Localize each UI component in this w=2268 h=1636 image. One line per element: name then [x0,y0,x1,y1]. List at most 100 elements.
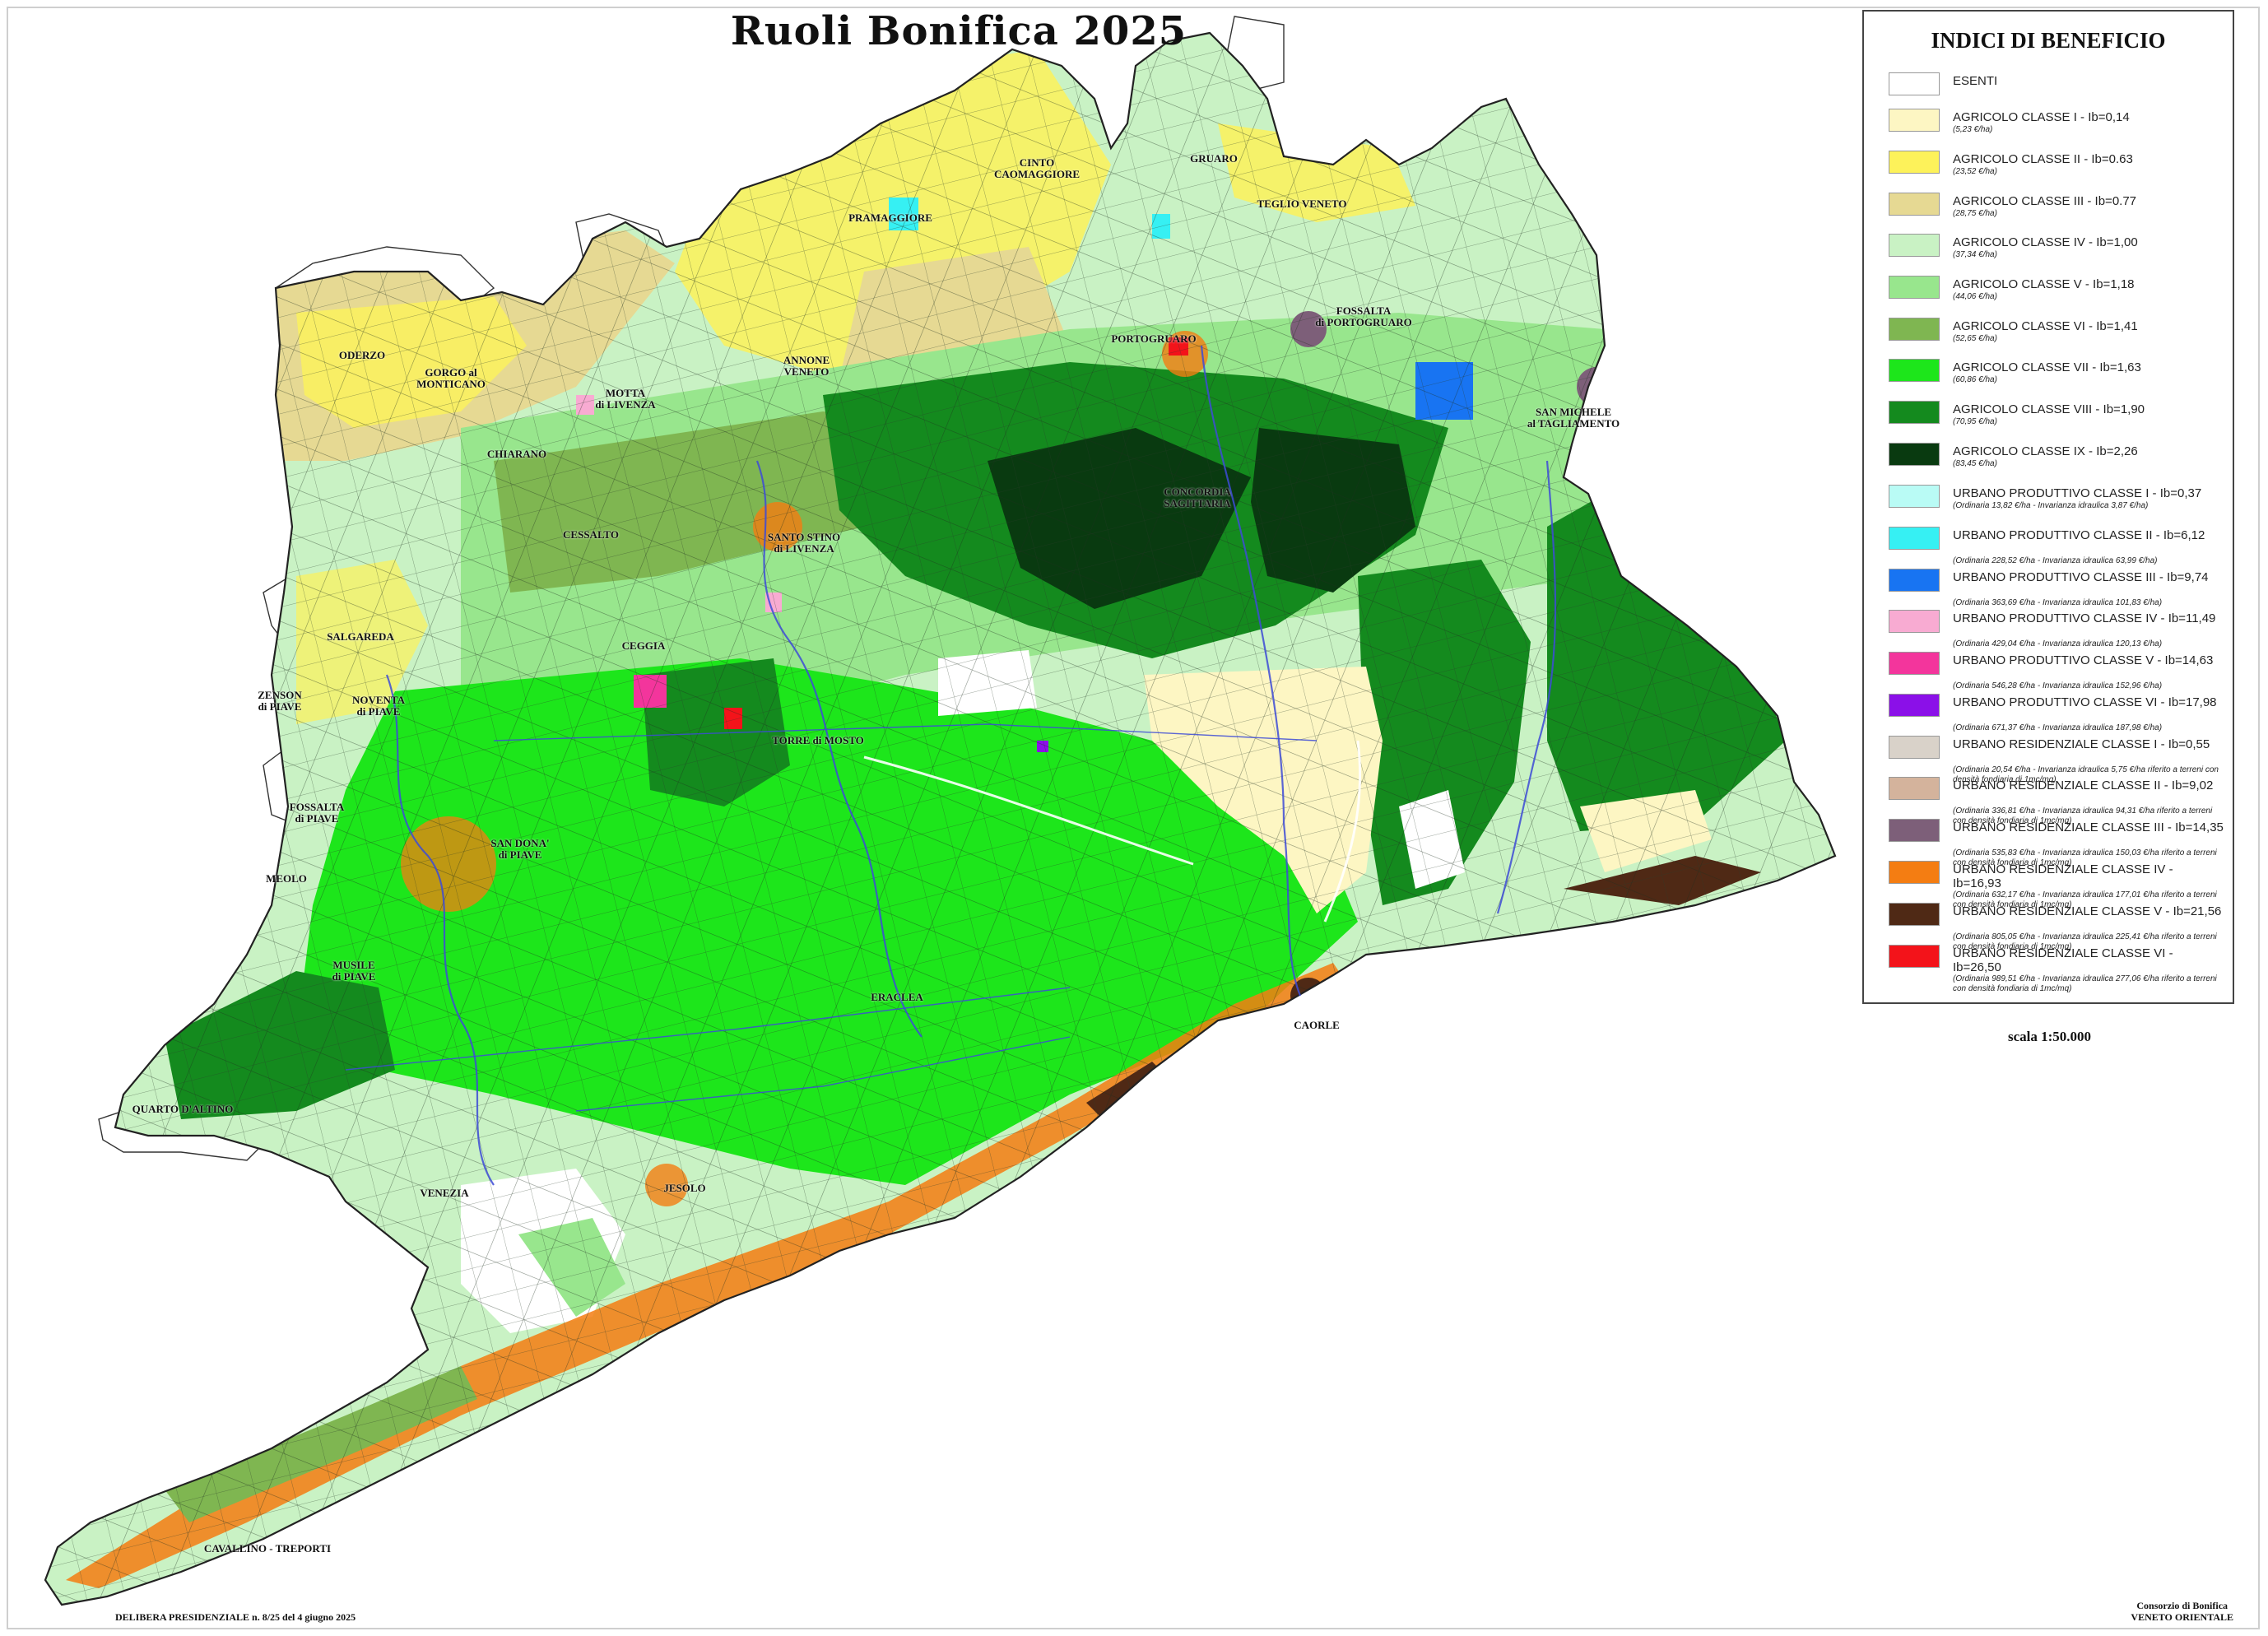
place-label-gorgo: GORGO al MONTICANO [416,366,486,390]
legend-swatch [1889,777,1940,800]
place-label-venezia: VENEZIA [420,1187,469,1199]
consorzio-credit: Consorzio di Bonifica VENETO ORIENTALE [2131,1600,2233,1623]
legend-swatch [1889,276,1940,299]
page-frame [7,7,2260,1629]
place-label-cinto: CINTO CAOMAGGIORE [994,156,1080,180]
legend-note: (Ordinaria 13,82 €/ha - Invarianza idrau… [1953,501,2149,510]
legend-note: (52,65 €/ha) [1953,334,1997,343]
place-label-eraclea: ERACLEA [871,991,923,1003]
legend-swatch [1889,903,1940,926]
place-label-san-dona: SAN DONA' di PIAVE [490,837,550,861]
legend-swatch [1889,527,1940,550]
legend-swatch [1889,151,1940,174]
place-label-portogruaro: PORTOGRUARO [1111,332,1197,345]
legend-swatch [1889,694,1940,717]
consorzio-line-1: Consorzio di Bonifica [2136,1600,2228,1611]
legend-swatch [1889,485,1940,508]
legend-label: AGRICOLO CLASSE III - Ib=0.77 [1953,194,2137,208]
legend-note: (Ordinaria 546,28 €/ha - Invarianza idra… [1953,681,2163,690]
legend-note: (Ordinaria 336,81 €/ha - Invarianza idra… [1953,806,2213,825]
legend-label: URBANO RESIDENZIALE CLASSE II - Ib=9,02 [1953,778,2214,792]
legend-label: URBANO RESIDENZIALE CLASSE V - Ib=21,56 [1953,904,2222,918]
place-label-noventa: NOVENTA di PIAVE [351,694,406,718]
place-label-zenson: ZENSON di PIAVE [258,689,302,713]
legend-note: (37,34 €/ha) [1953,250,1997,259]
place-label-torre-mosto: TORRE di MOSTO [772,734,864,746]
legend-note: (60,86 €/ha) [1953,375,1997,384]
place-label-fossalta-portogruaro: FOSSALTA di PORTOGRUARO [1315,304,1412,328]
legend-swatch [1889,401,1940,424]
legend-swatch [1889,652,1940,675]
place-label-meolo: MEOLO [266,872,307,885]
legend-note: (44,06 €/ha) [1953,292,1997,301]
legend-swatch [1889,861,1940,884]
scale-text: scala 1:50.000 [2008,1029,2092,1044]
place-label-fossalta-piave: FOSSALTA di PIAVE [289,801,345,825]
legend-label: URBANO RESIDENZIALE CLASSE VI - Ib=26,50 [1953,946,2173,974]
map-title: Ruoli Bonifica 2025 [730,8,1187,54]
legend-note: (5,23 €/ha) [1953,125,1993,134]
legend-label: AGRICOLO CLASSE II - Ib=0.63 [1953,152,2133,166]
legend-label: AGRICOLO CLASSE VIII - Ib=1,90 [1953,402,2145,416]
legend-note: (28,75 €/ha) [1953,209,1997,218]
legend-panel: INDICI DI BENEFICIO ESENTI AGRICOLO CLASS… [1862,10,2234,1004]
legend-note: (Ordinaria 632,17 €/ha - Invarianza idra… [1953,890,2217,909]
legend-label: AGRICOLO CLASSE IV - Ib=1,00 [1953,235,2138,249]
legend-swatch [1889,569,1940,592]
place-label-caorle: CAORLE [1294,1019,1340,1031]
legend-note: (Ordinaria 989,51 €/ha - Invarianza idra… [1953,974,2217,993]
legend-label: URBANO RESIDENZIALE CLASSE III - Ib=14,3… [1953,820,2224,834]
legend-label: URBANO PRODUTTIVO CLASSE III - Ib=9,74 [1953,570,2209,584]
legend-note: (Ordinaria 535,83 €/ha - Invarianza idra… [1953,848,2217,867]
place-label-ceggia: CEGGIA [621,639,666,652]
legend-note: (Ordinaria 363,69 €/ha - Invarianza idra… [1953,598,2163,607]
legend-swatch [1889,359,1940,382]
place-label-annone: ANNONE VENETO [783,354,830,378]
place-label-quarto-altino: QUARTO D'ALTINO [132,1103,234,1115]
place-label-pramaggiore: PRAMAGGIORE [848,211,932,224]
legend-label: ESENTI [1953,74,1998,88]
legend-swatch [1889,193,1940,216]
legend-label: AGRICOLO CLASSE VI - Ib=1,41 [1953,319,2138,333]
consorzio-line-2: VENETO ORIENTALE [2131,1611,2233,1623]
legend-label: URBANO PRODUTTIVO CLASSE I - Ib=0,37 [1953,486,2202,500]
legend-label: URBANO RESIDENZIALE CLASSE IV - Ib=16,93 [1953,862,2173,890]
place-label-motta: MOTTA di LIVENZA [595,387,656,411]
legend-note: (Ordinaria 228,52 €/ha - Invarianza idra… [1953,556,2158,565]
waterways [345,345,1557,1186]
roads [863,740,1362,923]
place-label-chiarano: CHIARANO [486,448,547,460]
legend-note: (23,52 €/ha) [1953,167,1997,176]
legend-note: (Ordinaria 805,05 €/ha - Invarianza idra… [1953,932,2217,951]
place-label-jesolo: JESOLO [663,1182,706,1194]
legend-label: URBANO PRODUTTIVO CLASSE VI - Ib=17,98 [1953,695,2217,709]
legend-swatch [1889,109,1940,132]
legend-swatch [1889,736,1940,759]
legend-swatch [1889,234,1940,257]
legend-label: AGRICOLO CLASSE VII - Ib=1,63 [1953,360,2141,374]
legend-swatch [1889,945,1940,968]
legend-label: URBANO RESIDENZIALE CLASSE I - Ib=0,55 [1953,737,2210,751]
legend-swatch [1889,318,1940,341]
place-label-cavallino: CAVALLINO - TREPORTI [203,1542,332,1555]
place-label-concordia: CONCORDIA SAGITTARIA [1164,486,1231,509]
legend-note: (83,45 €/ha) [1953,459,1997,468]
legend-label: AGRICOLO CLASSE IX - Ib=2,26 [1953,444,2138,458]
legend-note: (Ordinaria 429,04 €/ha - Invarianza idra… [1953,639,2163,648]
legend-label: AGRICOLO CLASSE I - Ib=0,14 [1953,110,2130,124]
legend-note: (Ordinaria 671,37 €/ha - Invarianza idra… [1953,723,2163,732]
place-label-oderzo: ODERZO [338,349,386,361]
delibera-text: DELIBERA PRESIDENZIALE n. 8/25 del 4 giu… [115,1611,356,1623]
place-label-gruaro: GRUARO [1190,152,1238,165]
legend-swatch [1889,72,1940,95]
place-label-cessalto: CESSALTO [563,528,619,541]
place-label-musile: MUSILE di PIAVE [332,959,376,983]
legend-swatch [1889,819,1940,842]
legend-note: (Ordinaria 20,54 €/ha - Invarianza idrau… [1953,765,2219,784]
legend-swatch [1889,443,1940,466]
legend-label: AGRICOLO CLASSE V - Ib=1,18 [1953,277,2135,291]
legend-note: (70,95 €/ha) [1953,417,1997,426]
legend-title: INDICI DI BENEFICIO [1931,28,2166,53]
legend-label: URBANO PRODUTTIVO CLASSE IV - Ib=11,49 [1953,611,2216,625]
place-label-salgareda: SALGAREDA [327,630,394,643]
